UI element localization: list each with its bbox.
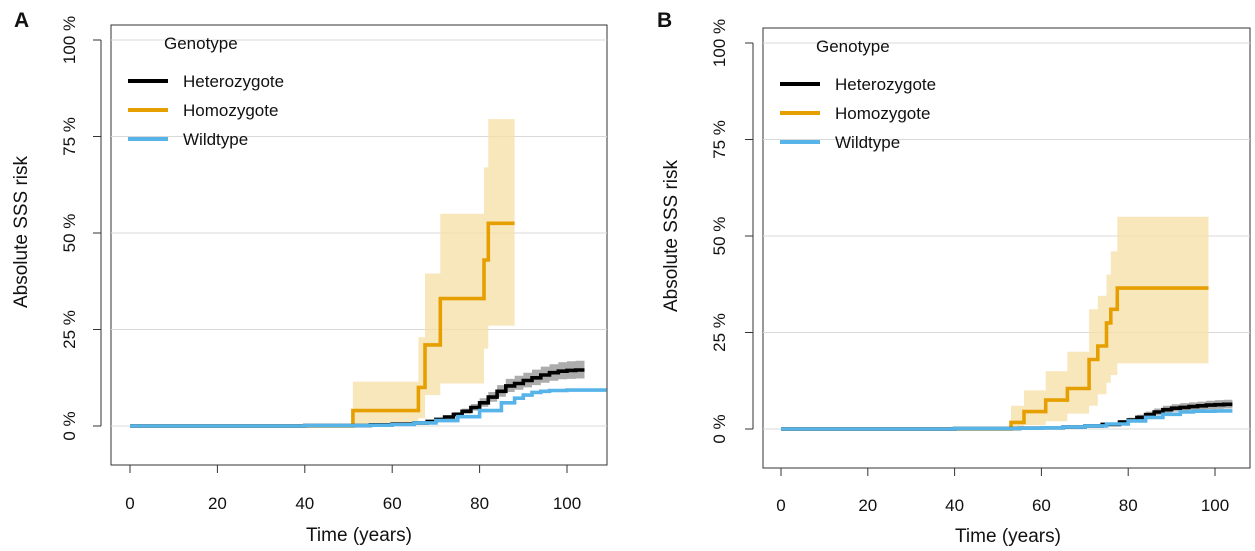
panel-a-legend-label-wildtype: Wildtype [183,130,248,149]
panel-a-x-axis: 0 20 40 60 80 100 [125,464,581,513]
panel-b-y-tick-label: 100 % [710,19,729,67]
panel-a-legend: Genotype Heterozygote Homozygote Wildtype [128,34,284,149]
panel-a-legend-label-homozygote: Homozygote [183,101,278,120]
panel-a-ci-band-homozygote [130,119,515,426]
panel-b-x-tick-label: 100 [1201,496,1229,515]
panel-b-line-wildtype [781,409,1233,431]
panel-a-grid [111,39,607,427]
panel-b-x-tick-label: 80 [1119,496,1138,515]
panel-b-y-tick-label: 50 % [710,217,729,256]
panel-a: 0 20 40 60 80 100 0 % 25 % 50 % 75 % 100 % Genoty… [11,9,608,546]
panel-b-ci-band-homozygote [781,216,1209,429]
panel-b-confidence-bands [781,216,1233,429]
panel-b-y-tick-label: 75 % [710,120,729,159]
panel-a-y-axis: 0 % 25 % 50 % 75 % 100 % [60,16,102,441]
panel-b-x-axis: 0 20 40 60 80 100 [776,467,1229,515]
panel-a-legend-label-heterozygote: Heterozygote [183,72,284,91]
panel-b-legend: Genotype Heterozygote Homozygote Wildtype [780,37,936,152]
panel-b-x-tick-label: 0 [776,496,785,515]
panel-b-legend-label-wildtype: Wildtype [835,133,900,152]
panel-a-x-tick-label: 100 [553,494,581,513]
panel-b-label: B [657,9,672,32]
panel-b-x-tick-label: 60 [1032,496,1051,515]
panel-b-legend-label-homozygote: Homozygote [835,104,930,123]
panel-a-line-wildtype [130,388,607,428]
panel-b-x-tick-label: 40 [945,496,964,515]
panel-a-y-tick-label: 0 % [60,411,79,440]
panel-b-legend-label-heterozygote: Heterozygote [835,75,936,94]
panel-a-y-tick-label: 75 % [60,117,79,156]
panel-a-legend-title: Genotype [164,34,238,53]
panel-b-line-homozygote [781,286,1209,431]
panel-a-x-tick-label: 20 [208,494,227,513]
panel-a-line-homozygote [130,221,515,428]
panel-a-x-tick-label: 80 [470,494,489,513]
panel-b-x-tick-label: 20 [858,496,877,515]
panel-a-x-tick-label: 60 [383,494,402,513]
panel-b-y-tick-label: 0 % [710,414,729,443]
panel-b-x-axis-title: Time (years) [955,526,1061,547]
panel-b-legend-title: Genotype [816,37,890,56]
panel-a-y-axis-title: Absolute SSS risk [11,155,32,308]
panel-a-x-tick-label: 40 [295,494,314,513]
panel-b-series-lines [781,286,1233,431]
panel-a-confidence-bands [130,119,585,426]
panel-b: 0 20 40 60 80 100 0 % 25 % 50 % 75 % 100 % Genoty… [657,9,1251,547]
panel-b-y-axis: 0 % 25 % 50 % 75 % 100 % [710,19,754,444]
panel-a-x-axis-title: Time (years) [306,525,412,546]
panel-a-y-tick-label: 25 % [60,310,79,349]
panel-a-label: A [14,9,29,32]
panel-b-y-axis-title: Absolute SSS risk [661,159,682,312]
panel-a-series-lines [130,221,607,428]
panel-a-y-tick-label: 50 % [60,214,79,253]
panel-a-y-tick-label: 100 % [60,16,79,64]
panel-b-y-tick-label: 25 % [710,313,729,352]
panel-a-x-tick-label: 0 [125,494,134,513]
